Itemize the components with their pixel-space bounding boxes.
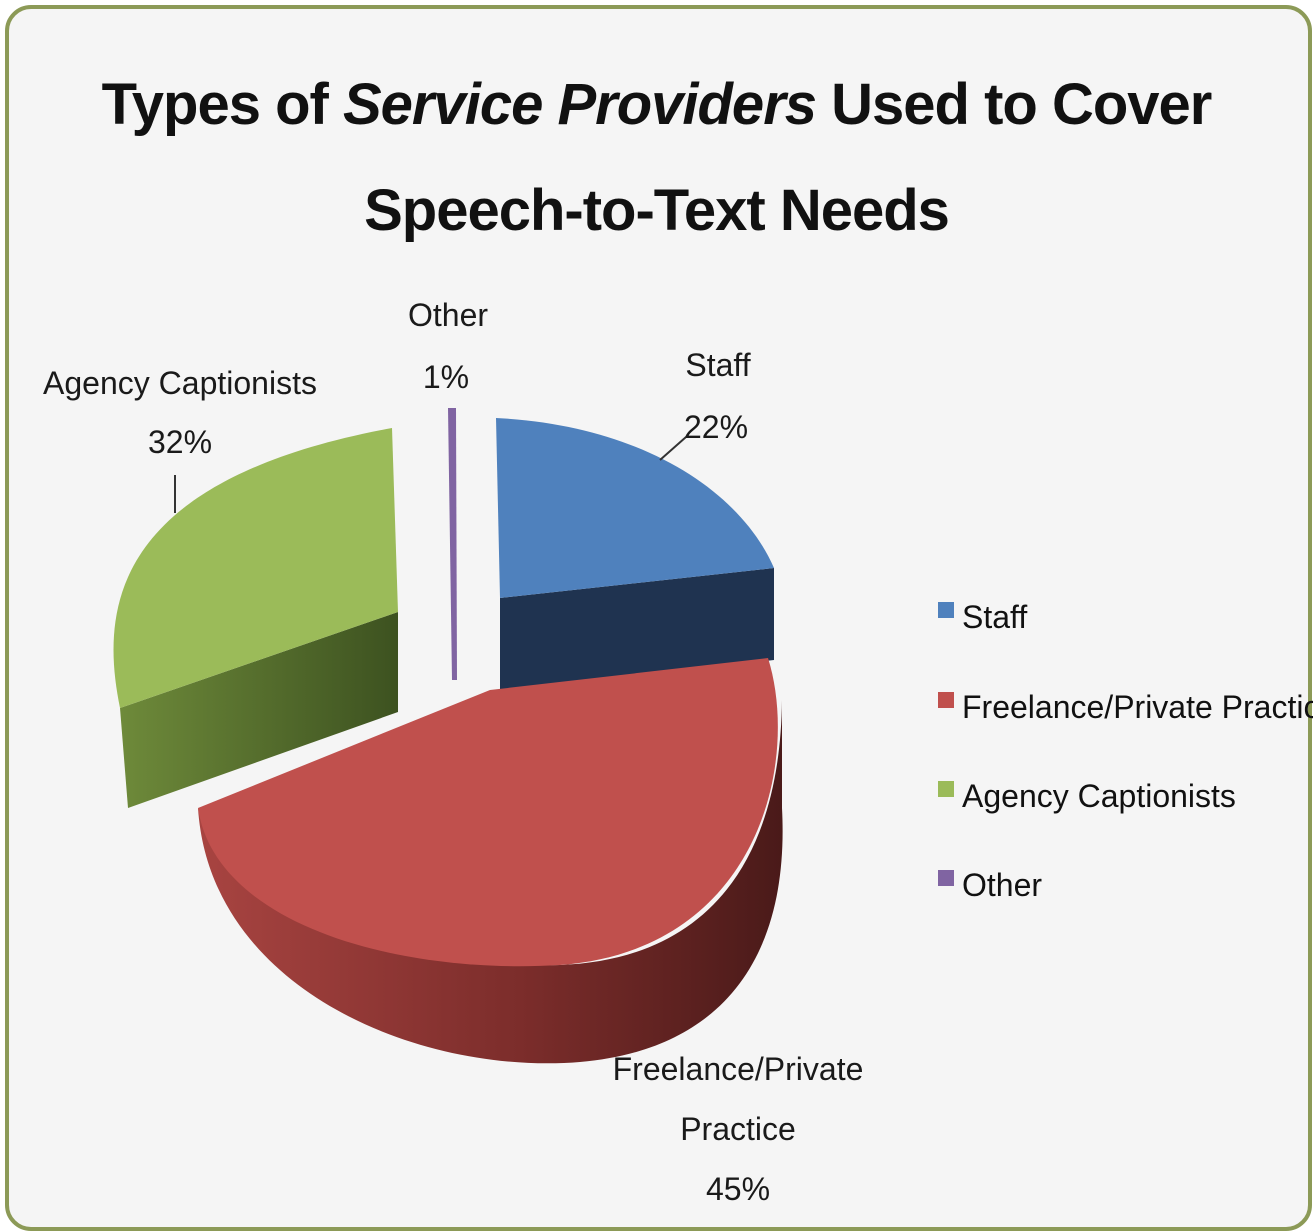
leader-line-staff [659, 436, 700, 461]
slice-other [448, 408, 457, 680]
legend-label-staff: Staff [962, 599, 1027, 635]
legend-swatch-agency [938, 781, 954, 797]
data-label-freelance-name-1: Freelance/Private [613, 1051, 864, 1087]
title-line-2: Speech-to-Text Needs [364, 178, 950, 243]
slice-staff [496, 418, 774, 598]
data-label-agency-percent: 32% [148, 424, 212, 460]
leader-lines [174, 436, 700, 513]
slice-agency-captionists [113, 428, 398, 708]
title-line-1: Types of Service Providers Used to Cover [101, 72, 1213, 137]
legend: Staff Freelance/Private Practice Agency … [938, 599, 1313, 903]
data-label-agency-name: Agency Captionists [43, 365, 317, 401]
slice-freelance-side [198, 700, 783, 1064]
data-label-staff-percent: 22% [684, 409, 748, 445]
legend-label-other: Other [962, 867, 1042, 903]
data-label-staff-name: Staff [685, 347, 750, 383]
slice-agency-captionists-side [120, 612, 398, 808]
slice-freelance [198, 658, 778, 967]
legend-label-agency: Agency Captionists [962, 778, 1236, 814]
data-label-other-percent: 1% [423, 359, 469, 395]
data-labels: Staff 22% Freelance/Private Practice 45%… [43, 297, 863, 1207]
legend-swatch-freelance [938, 692, 954, 708]
legend-label-freelance: Freelance/Private Practice [962, 689, 1313, 725]
data-label-freelance-name-2: Practice [680, 1111, 796, 1147]
pie-slices [113, 408, 783, 1064]
data-label-other-name: Other [408, 297, 488, 333]
legend-swatch-staff [938, 602, 954, 618]
slice-staff-side [500, 568, 774, 690]
legend-swatch-other [938, 870, 954, 886]
chart-title: Types of Service Providers Used to Cover… [0, 52, 1313, 264]
data-label-freelance-percent: 45% [706, 1171, 770, 1207]
